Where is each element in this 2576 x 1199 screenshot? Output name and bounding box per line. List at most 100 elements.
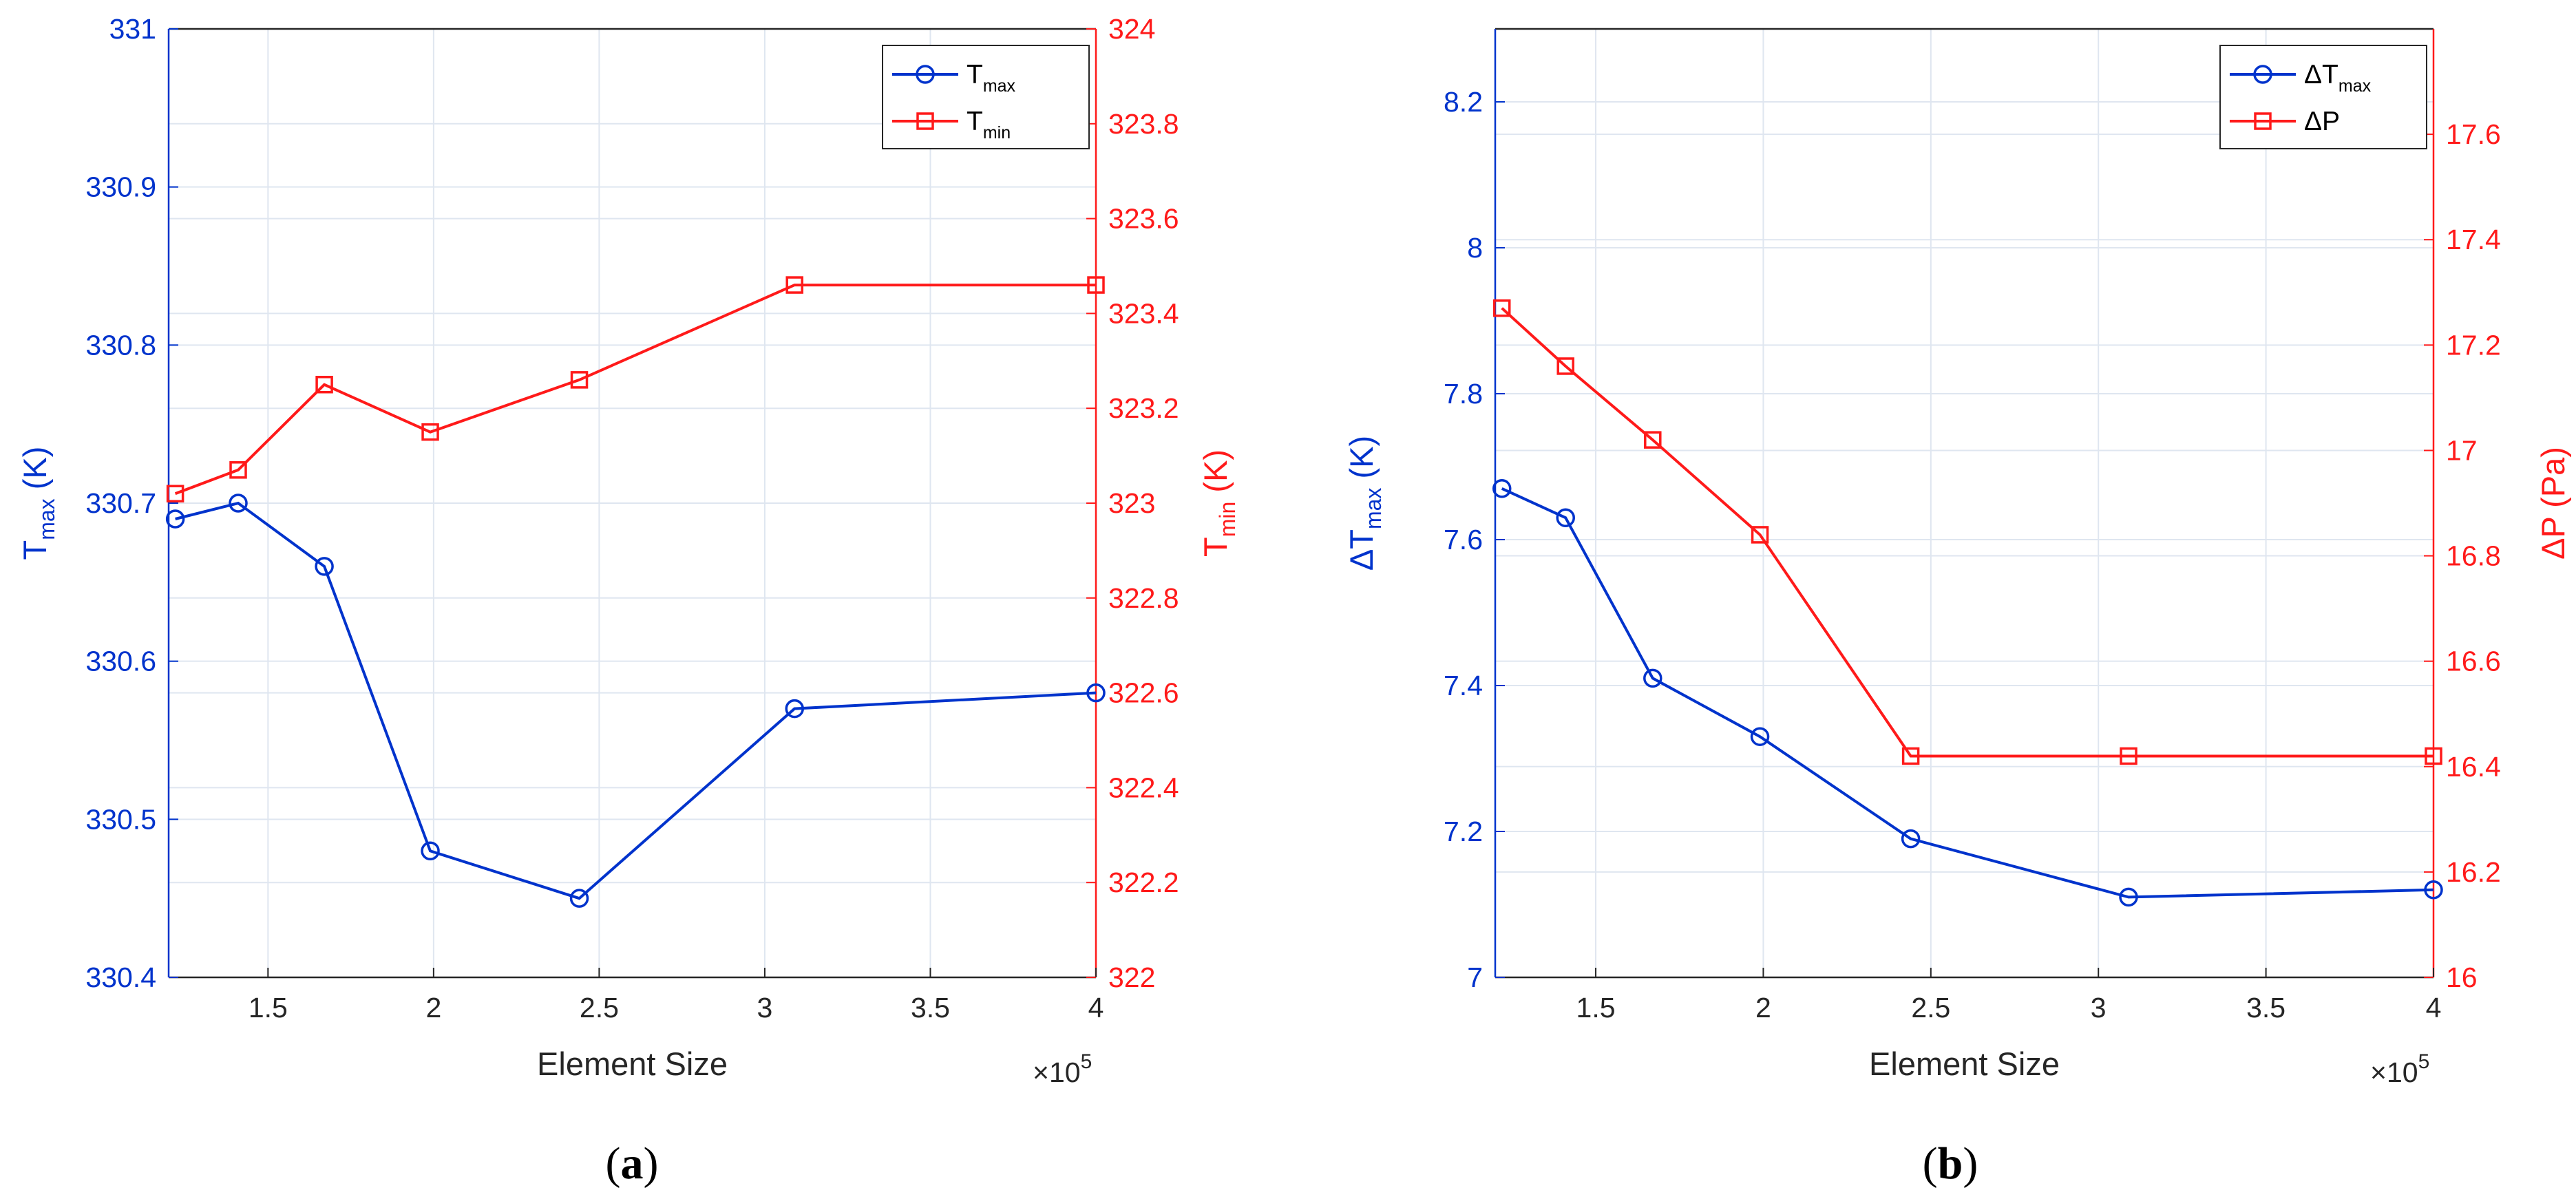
- x-tick-label: 2.5: [580, 992, 619, 1023]
- data-point-square: [421, 423, 439, 441]
- right-y-tick-label: 17.2: [2446, 329, 2501, 361]
- legend-entry-label: ΔTmax: [2304, 60, 2372, 96]
- legend-entry-label: Tmin: [967, 107, 1011, 142]
- legend-box: [882, 45, 1090, 149]
- x-axis-multiplier: ×105: [1033, 1050, 1092, 1088]
- left-y-tick-label: 7.4: [1444, 670, 1483, 701]
- series-line: [175, 501, 1097, 900]
- left-y-label-unit: (K): [1343, 436, 1380, 488]
- legend-label-main: ΔT: [2304, 60, 2339, 89]
- x-multiplier-exponent: 5: [1081, 1050, 1092, 1073]
- chart-panel-a: 1.5 2 2.5 3 3.5 4 330.4 330.5 330.6 330.7 330.8 330…: [17, 13, 1240, 1189]
- x-tick-label: 4: [2426, 992, 2442, 1023]
- right-y-tick-label: 16.4: [2446, 751, 2501, 783]
- data-point-circle: [1901, 829, 1921, 849]
- data-point-circle: [1750, 727, 1770, 746]
- x-tick-label: 4: [1088, 992, 1104, 1023]
- legend-marker-square: [2254, 112, 2272, 130]
- data-point-square: [2425, 747, 2442, 765]
- data-point-square: [315, 376, 333, 394]
- caption-letter: a: [621, 1138, 644, 1189]
- left-y-tick-label: 330.4: [85, 962, 156, 993]
- right-y-tick-label: 324: [1108, 13, 1155, 45]
- right-y-tick-label: 323.8: [1108, 108, 1179, 140]
- legend-marker-circle: [916, 65, 935, 84]
- legend-label-sub: max: [983, 76, 1016, 96]
- series-left: [165, 494, 1106, 908]
- right-y-label-unit: (K): [1197, 449, 1234, 502]
- x-multiplier-base: ×10: [1033, 1057, 1081, 1088]
- left-y-label-sub: max: [34, 498, 59, 540]
- legend-marker-square: [916, 112, 934, 130]
- data-point-square: [785, 276, 803, 294]
- left-y-label-main: ΔT: [1343, 529, 1380, 571]
- series-right: [166, 276, 1105, 502]
- right-y-tick-label: 17: [2446, 434, 2478, 466]
- x-tick-label: 2: [1755, 992, 1771, 1023]
- right-y-tick-label: 322.2: [1108, 867, 1179, 898]
- x-tick-label: 3.5: [911, 992, 950, 1023]
- left-y-tick-label: 330.6: [85, 646, 156, 677]
- left-y-label-unit: (K): [17, 447, 53, 499]
- legend-marker-circle: [2253, 65, 2272, 84]
- series-line: [1501, 487, 2434, 899]
- left-y-tick-label: 330.8: [85, 329, 156, 361]
- caption-open-paren: (: [1923, 1138, 1938, 1189]
- legend-label-sub: min: [983, 123, 1011, 142]
- x-multiplier-exponent: 5: [2418, 1050, 2430, 1073]
- data-point-circle: [421, 841, 440, 861]
- left-y-tick-label: 331: [109, 13, 156, 45]
- legend-label-sub: max: [2339, 76, 2372, 96]
- chart-panel-b: 1.5 2 2.5 3 3.5 4 7 7.2 7.4 7.6 7.8 8 8.2 16 16.2 16.4 1…: [1343, 28, 2571, 1189]
- caption-letter: b: [1938, 1138, 1963, 1189]
- x-axis-multiplier: ×105: [2370, 1050, 2429, 1088]
- x-tick-label: 1.5: [249, 992, 288, 1023]
- data-point-circle: [569, 889, 589, 908]
- legend: ΔTmax ΔP: [2219, 45, 2427, 149]
- series-right: [1492, 299, 2442, 765]
- right-y-tick-label: 16.8: [2446, 540, 2501, 572]
- x-tick-label: 3: [757, 992, 773, 1023]
- caption-open-paren: (: [606, 1138, 621, 1189]
- caption-close-paren: ): [644, 1138, 659, 1189]
- data-point-square: [166, 485, 184, 502]
- data-point-circle: [785, 699, 804, 719]
- left-y-tick-label: 330.7: [85, 487, 156, 519]
- data-point-circle: [1556, 508, 1575, 527]
- right-y-tick-label: 16.6: [2446, 646, 2501, 677]
- right-y-tick-label: 323: [1108, 487, 1155, 519]
- data-point-circle: [229, 494, 248, 513]
- x-tick-label: 1.5: [1576, 992, 1616, 1023]
- legend-label-main: ΔP: [2304, 107, 2340, 136]
- right-y-tick-label: 322.8: [1108, 582, 1179, 614]
- legend-entry-label: ΔP: [2304, 107, 2340, 136]
- data-point-circle: [1492, 479, 1512, 498]
- right-y-tick-label: 323.2: [1108, 392, 1179, 424]
- data-point-circle: [315, 557, 334, 576]
- data-point-square: [1751, 526, 1769, 544]
- right-y-label-sub: min: [1215, 502, 1240, 538]
- left-y-tick-label: 7.8: [1444, 378, 1483, 410]
- data-point-circle: [2119, 887, 2138, 907]
- legend-label-main: T: [967, 60, 983, 89]
- right-y-tick-label: 16: [2446, 962, 2478, 993]
- data-point-circle: [1643, 668, 1662, 688]
- right-y-tick-label: 323.4: [1108, 297, 1179, 329]
- right-y-label-unit: (Pa): [2535, 447, 2571, 517]
- data-point-circle: [2424, 880, 2443, 900]
- panel-caption: (a): [606, 1138, 659, 1189]
- right-y-tick-label: 322: [1108, 962, 1155, 993]
- data-point-circle: [1086, 683, 1106, 703]
- legend: Tmax Tmin: [882, 45, 1090, 149]
- data-point-square: [1556, 357, 1574, 375]
- data-point-square: [1492, 299, 1511, 317]
- data-point-square: [1087, 276, 1105, 294]
- series-left: [1492, 479, 2443, 907]
- x-multiplier-base: ×10: [2370, 1057, 2418, 1088]
- right-y-label-main: T: [1197, 537, 1234, 557]
- left-y-tick-label: 8: [1467, 232, 1483, 264]
- left-y-label-sub: max: [1361, 488, 1386, 529]
- x-tick-label: 3: [2091, 992, 2107, 1023]
- right-y-axis-label: Tmin (K): [1197, 449, 1240, 557]
- data-point-square: [1644, 431, 1662, 449]
